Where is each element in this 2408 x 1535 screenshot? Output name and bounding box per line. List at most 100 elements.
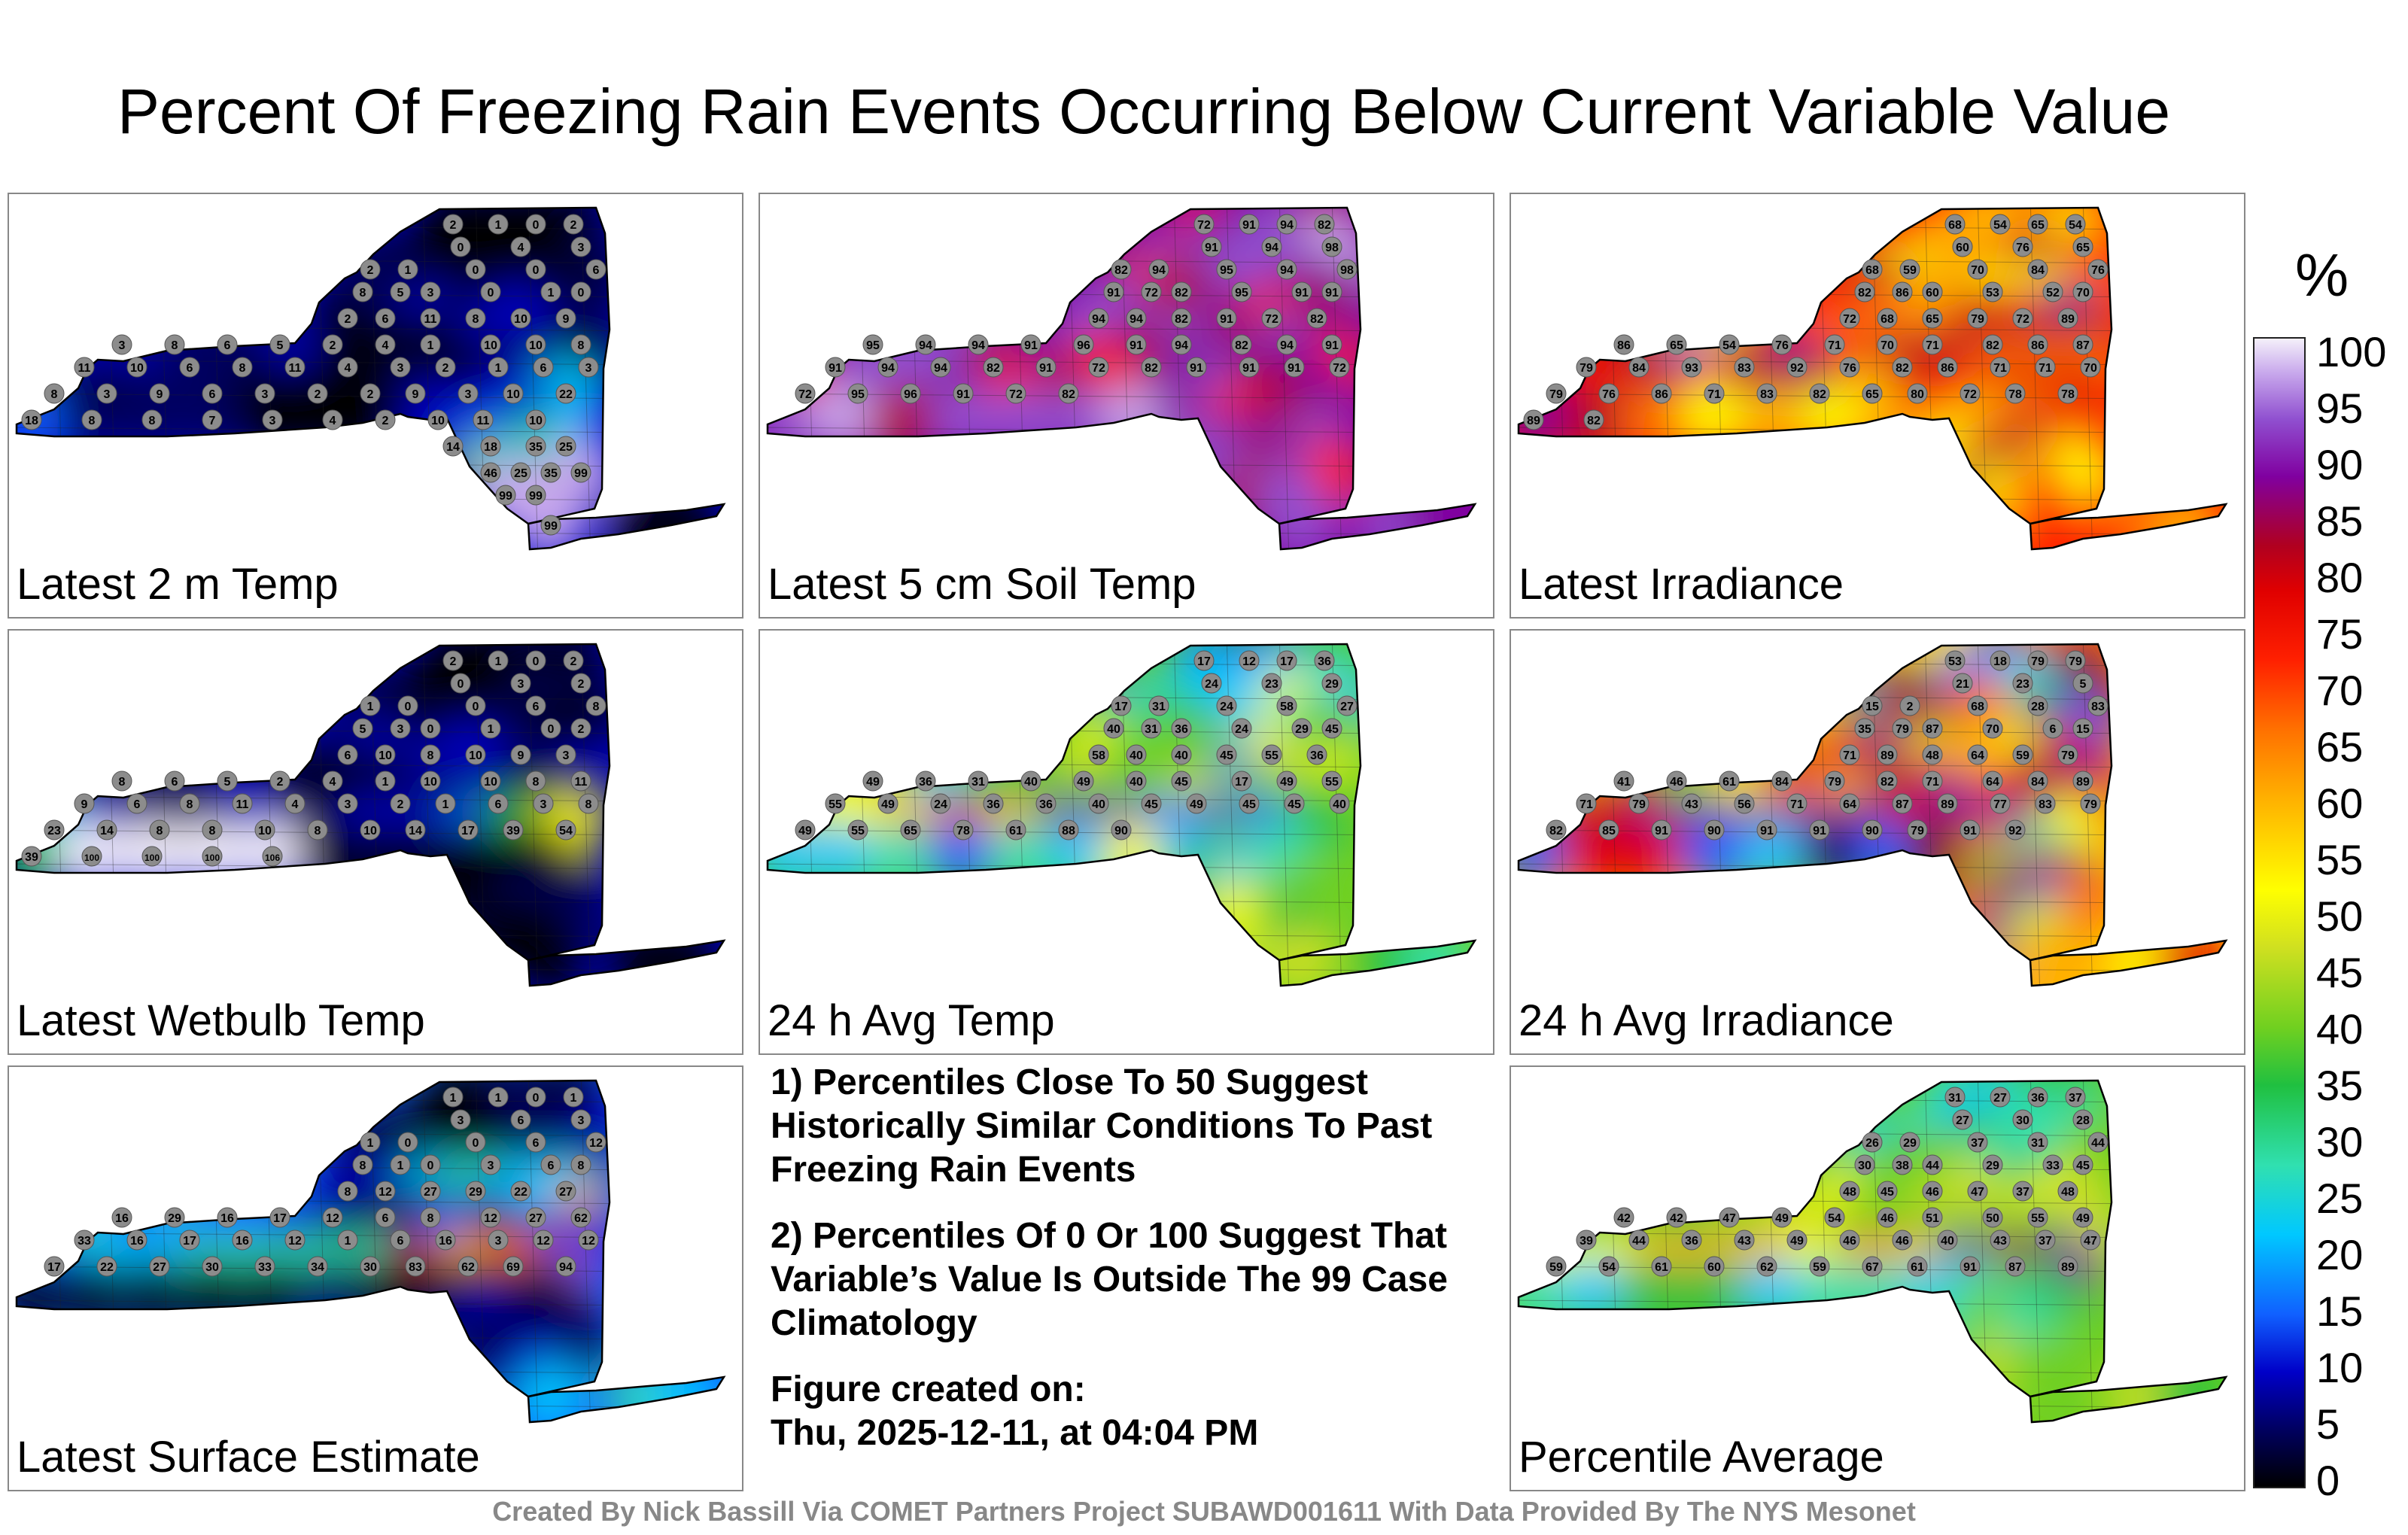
station-value: 8 — [360, 287, 366, 299]
station-marker — [1786, 357, 1808, 378]
state-outline — [15, 643, 611, 962]
station-value: 27 — [1993, 1092, 2007, 1105]
station-value: 8 — [119, 776, 126, 789]
station-value: 72 — [1009, 388, 1023, 401]
station-value: 17 — [1280, 655, 1294, 668]
station-marker — [1141, 793, 1162, 814]
station-value: 94 — [1280, 264, 1294, 277]
station-value: 71 — [1993, 362, 2007, 375]
station-value: 91 — [1963, 825, 1977, 837]
station-marker — [465, 1132, 486, 1153]
station-marker — [179, 1230, 200, 1251]
station-marker — [1088, 308, 1109, 329]
station-value: 82 — [1587, 415, 1601, 427]
station-value: 2 — [345, 313, 351, 326]
station-value: 27 — [1956, 1114, 1969, 1127]
station-value: 3 — [397, 723, 404, 736]
station-marker — [1839, 357, 1860, 378]
station-value: 2 — [578, 678, 585, 691]
station-value: 91 — [1205, 242, 1218, 254]
station-value: 82 — [1880, 776, 1894, 789]
station-marker — [352, 1154, 373, 1175]
station-marker — [968, 334, 989, 355]
county-line — [1519, 1367, 2226, 1375]
field-blob — [1267, 491, 1336, 549]
station-marker — [465, 308, 486, 329]
station-value: 6 — [495, 798, 502, 811]
station-marker — [1666, 334, 1687, 355]
station-value: 2 — [570, 219, 577, 232]
station-value: 99 — [574, 467, 588, 480]
station-value: 3 — [269, 415, 276, 427]
station-value: 8 — [187, 798, 193, 811]
station-marker — [1231, 771, 1252, 792]
station-marker — [405, 383, 426, 404]
station-marker — [1088, 744, 1109, 765]
station-marker — [390, 793, 411, 814]
station-marker — [1148, 259, 1169, 280]
station-marker — [96, 383, 117, 404]
station-marker — [1126, 308, 1147, 329]
station-value: 70 — [1880, 339, 1894, 352]
colorbar-tick-label: 80 — [2316, 554, 2364, 601]
station-value: 8 — [427, 749, 434, 762]
station-value: 91 — [1107, 287, 1120, 299]
station-marker — [540, 462, 561, 483]
station-marker — [397, 259, 418, 280]
station-value: 3 — [563, 749, 570, 762]
station-marker — [1336, 259, 1358, 280]
station-marker — [420, 744, 441, 765]
station-marker — [570, 462, 591, 483]
station-value: 15 — [1865, 701, 1879, 713]
station-marker — [1193, 214, 1215, 235]
station-marker — [164, 1207, 185, 1228]
station-marker — [1839, 308, 1860, 329]
station-value: 11 — [236, 798, 249, 811]
station-marker — [2027, 695, 2048, 716]
county-line — [1519, 460, 2226, 468]
station-value: 29 — [1986, 1160, 1999, 1172]
station-value: 1 — [397, 1160, 404, 1172]
field-blob — [652, 927, 721, 986]
station-marker — [126, 357, 147, 378]
station-marker — [2065, 1087, 2086, 1108]
station-value: 5 — [397, 287, 404, 299]
station-marker — [2072, 1207, 2093, 1228]
station-marker — [465, 744, 486, 765]
station-value: 100 — [205, 853, 220, 863]
station-marker — [1922, 744, 1943, 765]
station-marker — [458, 383, 479, 404]
station-value: 84 — [1632, 362, 1646, 375]
colorbar-tick-label: 45 — [2316, 949, 2364, 996]
station-marker — [149, 383, 170, 404]
station-value: 86 — [1617, 339, 1631, 352]
station-marker — [322, 409, 343, 430]
station-value: 4 — [330, 776, 336, 789]
station-marker — [570, 718, 591, 739]
station-value: 31 — [1948, 1092, 1962, 1105]
station-marker — [825, 357, 846, 378]
station-value: 2 — [330, 339, 336, 352]
station-value: 18 — [484, 441, 497, 454]
station-marker — [1771, 1207, 1792, 1228]
station-marker — [1990, 793, 2011, 814]
station-value: 79 — [1971, 313, 1984, 326]
station-value: 79 — [2061, 749, 2075, 762]
station-marker — [360, 695, 381, 716]
station-value: 79 — [1911, 825, 1924, 837]
station-value: 72 — [1843, 313, 1856, 326]
station-marker — [2042, 1154, 2063, 1175]
station-value: 0 — [458, 678, 464, 691]
station-marker — [405, 1256, 426, 1277]
station-marker — [465, 259, 486, 280]
station-value: 61 — [1722, 776, 1736, 789]
station-marker — [510, 1181, 531, 1202]
field-blob — [516, 927, 585, 986]
station-marker — [1824, 334, 1845, 355]
station-value: 65 — [1865, 388, 1879, 401]
station-value: 40 — [1024, 776, 1038, 789]
station-value: 1 — [345, 1235, 351, 1248]
station-value: 37 — [1971, 1137, 1984, 1150]
colorbar-tick-label: 25 — [2316, 1175, 2364, 1222]
